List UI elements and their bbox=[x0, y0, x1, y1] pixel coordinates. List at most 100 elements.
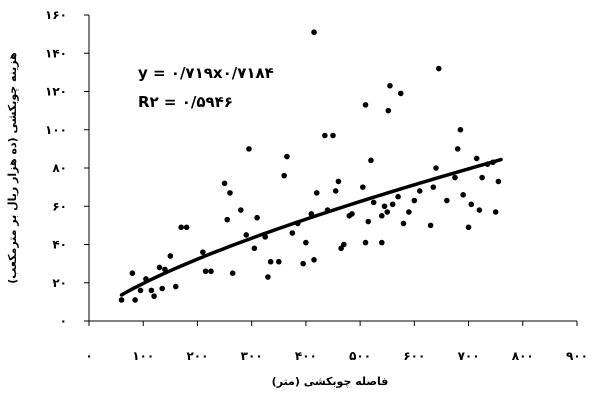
data-point bbox=[167, 253, 174, 259]
y-tick-label: ۰ bbox=[60, 314, 67, 328]
data-point bbox=[202, 268, 209, 275]
data-point bbox=[395, 193, 401, 200]
data-point bbox=[362, 239, 369, 246]
r-squared-label: R۲ = ۰/۵۹۴۶ bbox=[138, 93, 233, 111]
data-point bbox=[444, 197, 450, 204]
data-point bbox=[360, 184, 366, 190]
data-point bbox=[265, 274, 271, 280]
y-tick-label: ۱۰۰ bbox=[45, 123, 67, 137]
data-point bbox=[118, 297, 125, 303]
x-tick-label: ۸۰۰ bbox=[512, 349, 534, 363]
data-point bbox=[365, 218, 372, 225]
y-axis-title: هزینه چوبکشی (ده هزار ریال بر مترمکعب) bbox=[6, 52, 19, 284]
data-point bbox=[246, 146, 252, 152]
data-point bbox=[224, 216, 231, 223]
data-point bbox=[313, 190, 320, 196]
data-point bbox=[452, 174, 458, 181]
y-tick-label: ۱۲۰ bbox=[45, 85, 67, 99]
data-point bbox=[311, 29, 317, 36]
data-point bbox=[435, 65, 442, 72]
data-point bbox=[227, 190, 233, 196]
data-point bbox=[397, 90, 404, 97]
x-tick-label: ۱۰۰ bbox=[132, 349, 154, 363]
data-point bbox=[322, 132, 328, 139]
data-point bbox=[406, 209, 412, 215]
data-point bbox=[349, 211, 355, 217]
x-tick-label: ۶۰۰ bbox=[403, 349, 425, 363]
data-point bbox=[300, 260, 306, 267]
data-point bbox=[473, 155, 480, 162]
data-point bbox=[389, 201, 396, 208]
data-point bbox=[183, 224, 190, 231]
data-point bbox=[381, 203, 388, 210]
data-point bbox=[387, 82, 393, 89]
x-tick-label: ۰ bbox=[85, 349, 92, 363]
data-point bbox=[221, 180, 228, 187]
data-point bbox=[465, 224, 472, 231]
x-tick-label: ۲۰۰ bbox=[186, 349, 208, 363]
x-axis-ticks: ۰ ۱۰۰ ۲۰۰ ۳۰۰ ۴۰۰ ۵۰۰ ۶۰۰ ۷۰۰ ۸۰۰ ۹۰۰ bbox=[85, 321, 588, 363]
data-point bbox=[427, 222, 434, 229]
y-tick-label: ۶۰ bbox=[52, 199, 67, 213]
data-point bbox=[495, 178, 502, 185]
trendline bbox=[119, 157, 503, 297]
x-axis-title: فاصله چوبکشی (متر) bbox=[272, 375, 389, 388]
data-point bbox=[476, 207, 483, 213]
data-point bbox=[335, 178, 342, 185]
data-point bbox=[137, 287, 144, 294]
trendline-equation: y = ۰/۷۱۹x۰/۷۱۸۴ bbox=[138, 64, 274, 82]
data-point bbox=[379, 239, 385, 246]
data-point bbox=[362, 102, 369, 108]
data-point bbox=[129, 270, 136, 276]
data-point bbox=[251, 245, 258, 252]
x-tick-label: ۵۰۰ bbox=[349, 349, 371, 363]
data-point bbox=[379, 213, 385, 219]
data-point bbox=[457, 126, 464, 133]
data-point bbox=[303, 239, 309, 246]
data-point bbox=[148, 287, 155, 294]
x-tick-label: ۹۰۰ bbox=[566, 349, 588, 363]
data-point bbox=[430, 184, 437, 190]
data-points bbox=[118, 29, 502, 303]
y-tick-label: ۱۴۰ bbox=[45, 46, 67, 60]
data-point bbox=[384, 209, 391, 215]
data-point bbox=[172, 283, 179, 290]
data-point bbox=[492, 209, 499, 215]
x-tick-label: ۳۰۰ bbox=[241, 349, 263, 363]
data-point bbox=[332, 188, 339, 194]
data-point bbox=[243, 232, 250, 238]
data-point bbox=[311, 257, 317, 263]
data-point bbox=[132, 297, 138, 303]
data-point bbox=[151, 293, 157, 299]
data-point bbox=[275, 258, 282, 265]
y-tick-label: ۸۰ bbox=[52, 161, 67, 175]
data-point bbox=[468, 201, 475, 208]
data-point bbox=[368, 157, 374, 164]
data-point bbox=[454, 146, 461, 152]
y-axis-ticks: ۰ ۲۰ ۴۰ ۶۰ ۸۰ ۱۰۰ ۱۲۰ ۱۴۰ ۱۶۰ bbox=[45, 8, 89, 328]
x-tick-label: ۷۰۰ bbox=[458, 349, 480, 363]
data-point bbox=[200, 249, 206, 255]
data-point bbox=[400, 220, 407, 227]
data-point bbox=[156, 264, 163, 271]
data-point bbox=[385, 107, 392, 114]
data-point bbox=[330, 132, 336, 139]
y-tick-label: ۴۰ bbox=[52, 238, 67, 252]
data-point bbox=[411, 197, 418, 204]
data-point bbox=[289, 230, 296, 236]
data-point bbox=[370, 199, 377, 206]
data-point bbox=[284, 153, 290, 160]
data-point bbox=[267, 258, 274, 265]
data-point bbox=[159, 285, 165, 292]
y-tick-label: ۲۰ bbox=[52, 276, 67, 290]
y-tick-label: ۱۶۰ bbox=[45, 8, 67, 22]
data-point bbox=[460, 191, 466, 198]
data-point bbox=[341, 241, 347, 248]
data-point bbox=[229, 270, 236, 276]
data-point bbox=[208, 268, 214, 275]
data-point bbox=[254, 214, 260, 221]
data-point bbox=[281, 172, 288, 179]
data-point bbox=[433, 165, 439, 171]
data-point bbox=[238, 207, 244, 213]
